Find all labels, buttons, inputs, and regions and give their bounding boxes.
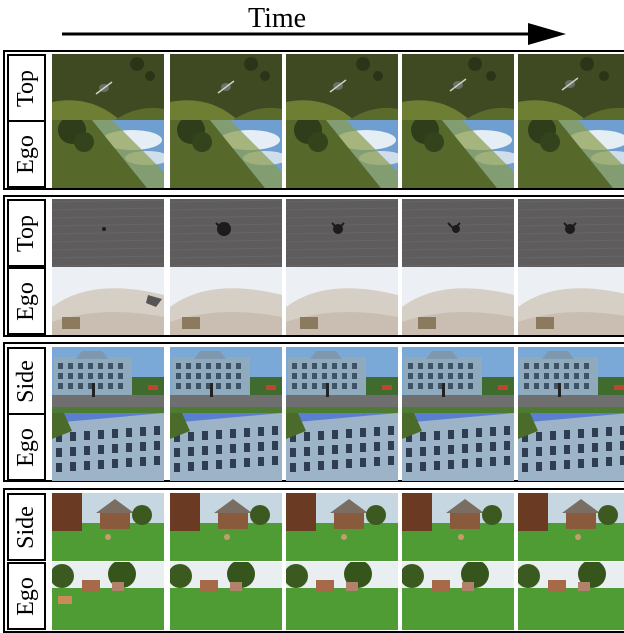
view-label: Ego bbox=[7, 267, 46, 335]
frame-thumbnail bbox=[170, 199, 282, 267]
frame-thumbnail bbox=[170, 54, 282, 122]
view-label: Ego bbox=[7, 562, 46, 630]
view-row-top: Top bbox=[5, 199, 624, 267]
view-label-text: Top bbox=[13, 214, 40, 252]
frame-thumbnail bbox=[518, 120, 624, 188]
frame-thumbnail bbox=[286, 199, 398, 267]
frame-thumbnail bbox=[170, 347, 282, 415]
frame-thumbnail bbox=[286, 120, 398, 188]
view-row-ego: Ego bbox=[5, 562, 624, 630]
view-label: Top bbox=[7, 54, 46, 122]
frame-thumbnail bbox=[52, 54, 164, 122]
frame-thumbnail bbox=[52, 562, 164, 630]
view-row-ego: Ego bbox=[5, 267, 624, 335]
frame-thumbnail bbox=[286, 54, 398, 122]
frame-thumbnail bbox=[518, 347, 624, 415]
time-arrow bbox=[62, 23, 566, 45]
frame-thumbnail bbox=[518, 267, 624, 335]
frame-thumbnail bbox=[286, 413, 398, 481]
view-row-side: Side bbox=[5, 493, 624, 561]
sequence-group: Side Ego bbox=[3, 342, 624, 482]
frame-thumbnail bbox=[402, 199, 514, 267]
view-label-text: Top bbox=[13, 69, 40, 107]
view-label-text: Side bbox=[13, 505, 40, 549]
frame-thumbnail bbox=[170, 120, 282, 188]
frame-thumbnail bbox=[170, 562, 282, 630]
view-label: Ego bbox=[7, 120, 46, 188]
view-label: Ego bbox=[7, 413, 46, 481]
frame-thumbnail bbox=[170, 267, 282, 335]
view-label-text: Ego bbox=[13, 281, 40, 321]
time-label: Time bbox=[248, 3, 307, 34]
frame-thumbnail bbox=[286, 347, 398, 415]
frame-thumbnail bbox=[402, 54, 514, 122]
sequence-group: Side Ego bbox=[3, 488, 624, 633]
frame-thumbnail bbox=[52, 493, 164, 561]
frame-thumbnail bbox=[402, 347, 514, 415]
sequence-group: Top Ego bbox=[3, 195, 624, 337]
frame-thumbnail bbox=[402, 562, 514, 630]
frame-thumbnail bbox=[170, 493, 282, 561]
view-label-text: Ego bbox=[13, 427, 40, 467]
frame-thumbnail bbox=[402, 493, 514, 561]
view-label: Top bbox=[7, 199, 46, 267]
frame-thumbnail bbox=[286, 267, 398, 335]
view-label: Side bbox=[7, 493, 46, 561]
frame-thumbnail bbox=[286, 562, 398, 630]
view-label: Side bbox=[7, 347, 46, 415]
frame-thumbnail bbox=[52, 120, 164, 188]
frame-thumbnail bbox=[52, 199, 164, 267]
frame-thumbnail bbox=[518, 413, 624, 481]
frame-thumbnail bbox=[518, 54, 624, 122]
frame-thumbnail bbox=[402, 267, 514, 335]
frame-thumbnail bbox=[402, 413, 514, 481]
sequence-group: Top Ego bbox=[3, 50, 624, 190]
view-row-top: Top bbox=[5, 54, 624, 122]
view-row-side: Side bbox=[5, 347, 624, 415]
view-label-text: Side bbox=[13, 359, 40, 403]
frame-thumbnail bbox=[52, 267, 164, 335]
frame-thumbnail bbox=[170, 413, 282, 481]
frame-thumbnail bbox=[402, 120, 514, 188]
frame-thumbnail bbox=[518, 562, 624, 630]
frame-thumbnail bbox=[286, 493, 398, 561]
frame-thumbnail bbox=[518, 199, 624, 267]
frame-thumbnail bbox=[518, 493, 624, 561]
view-label-text: Ego bbox=[13, 576, 40, 616]
view-label-text: Ego bbox=[13, 134, 40, 174]
view-row-ego: Ego bbox=[5, 413, 624, 481]
frame-thumbnail bbox=[52, 413, 164, 481]
view-row-ego: Ego bbox=[5, 120, 624, 188]
frame-thumbnail bbox=[52, 347, 164, 415]
